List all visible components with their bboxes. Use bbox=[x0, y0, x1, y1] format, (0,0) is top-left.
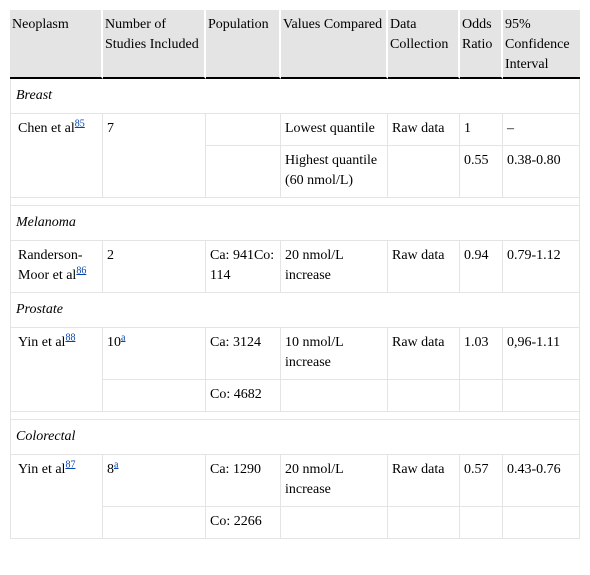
population-cell bbox=[206, 114, 281, 146]
studies-cell: 8a bbox=[103, 455, 206, 507]
section-row-prostate: Prostate bbox=[10, 293, 580, 328]
author-cell bbox=[10, 507, 103, 539]
author-name: Randerson-Moor et al bbox=[18, 248, 83, 283]
reference-link[interactable]: 86 bbox=[76, 265, 87, 277]
section-label: Colorectal bbox=[10, 420, 580, 455]
studies-cell bbox=[103, 380, 206, 412]
odds-ratio-cell: 0.94 bbox=[460, 241, 503, 293]
header-odds-ratio: Odds Ratio bbox=[460, 10, 503, 79]
values-cell: Highest quantile (60 nmol/L) bbox=[281, 146, 388, 198]
population-cell: Co: 4682 bbox=[206, 380, 281, 412]
table-row: Highest quantile (60 nmol/L) 0.55 0.38-0… bbox=[10, 146, 580, 198]
table-row: Chen et al85 7 Lowest quantile Raw data … bbox=[10, 114, 580, 146]
population-cell bbox=[206, 146, 281, 198]
data-collection-cell bbox=[388, 380, 460, 412]
data-collection-cell bbox=[388, 507, 460, 539]
data-collection-cell: Raw data bbox=[388, 114, 460, 146]
header-studies: Number of Studies Included bbox=[103, 10, 206, 79]
spacer-row bbox=[10, 412, 580, 420]
header-neoplasm: Neoplasm bbox=[10, 10, 103, 79]
reference-link[interactable]: 88 bbox=[65, 332, 76, 344]
table-row: Co: 2266 bbox=[10, 507, 580, 539]
data-collection-cell: Raw data bbox=[388, 241, 460, 293]
ci-cell: 0.79-1.12 bbox=[503, 241, 580, 293]
data-collection-cell bbox=[388, 146, 460, 198]
studies-value: 10 bbox=[107, 335, 121, 350]
ci-cell: – bbox=[503, 114, 580, 146]
ci-cell bbox=[503, 380, 580, 412]
odds-ratio-cell: 1.03 bbox=[460, 328, 503, 380]
author-name: Chen et al bbox=[18, 121, 75, 136]
spacer-cell bbox=[10, 412, 580, 420]
values-cell: Lowest quantile bbox=[281, 114, 388, 146]
section-row-breast: Breast bbox=[10, 79, 580, 114]
author-cell: Yin et al87 bbox=[10, 455, 103, 507]
values-cell: 20 nmol/L increase bbox=[281, 455, 388, 507]
author-cell: Chen et al85 bbox=[10, 114, 103, 146]
author-cell bbox=[10, 380, 103, 412]
ci-cell: 0,96-1.11 bbox=[503, 328, 580, 380]
studies-value: 8 bbox=[107, 462, 114, 477]
data-collection-cell: Raw data bbox=[388, 328, 460, 380]
data-table: Neoplasm Number of Studies Included Popu… bbox=[10, 10, 580, 539]
population-cell: Ca: 1290 bbox=[206, 455, 281, 507]
author-cell bbox=[10, 146, 103, 198]
odds-ratio-cell: 1 bbox=[460, 114, 503, 146]
table-row: Co: 4682 bbox=[10, 380, 580, 412]
footnote-link[interactable]: a bbox=[121, 332, 126, 344]
section-label: Breast bbox=[10, 79, 580, 114]
studies-cell: 10a bbox=[103, 328, 206, 380]
table-container: Neoplasm Number of Studies Included Popu… bbox=[10, 10, 580, 565]
data-collection-cell: Raw data bbox=[388, 455, 460, 507]
author-name: Yin et al bbox=[18, 335, 66, 350]
population-cell: Ca: 3124 bbox=[206, 328, 281, 380]
ci-cell: 0.43-0.76 bbox=[503, 455, 580, 507]
odds-ratio-cell: 0.57 bbox=[460, 455, 503, 507]
population-cell: Co: 2266 bbox=[206, 507, 281, 539]
spacer-row bbox=[10, 198, 580, 206]
header-values: Values Compared bbox=[281, 10, 388, 79]
header-row: Neoplasm Number of Studies Included Popu… bbox=[10, 10, 580, 79]
header-confidence-interval: 95% Confidence Interval bbox=[503, 10, 580, 79]
table-row: Yin et al88 10a Ca: 3124 10 nmol/L incre… bbox=[10, 328, 580, 380]
ci-cell bbox=[503, 507, 580, 539]
odds-ratio-cell bbox=[460, 507, 503, 539]
studies-cell: 2 bbox=[103, 241, 206, 293]
reference-link[interactable]: 85 bbox=[74, 118, 85, 130]
studies-cell bbox=[103, 507, 206, 539]
footnote-link[interactable]: a bbox=[114, 459, 119, 471]
header-population: Population bbox=[206, 10, 281, 79]
author-name: Yin et al bbox=[18, 462, 66, 477]
values-cell bbox=[281, 380, 388, 412]
ci-cell: 0.38-0.80 bbox=[503, 146, 580, 198]
studies-cell: 7 bbox=[103, 114, 206, 146]
population-cell: Ca: 941Co: 114 bbox=[206, 241, 281, 293]
odds-ratio-cell: 0.55 bbox=[460, 146, 503, 198]
header-data-collection: Data Collection bbox=[388, 10, 460, 79]
odds-ratio-cell bbox=[460, 380, 503, 412]
table-row: Randerson-Moor et al86 2 Ca: 941Co: 114 … bbox=[10, 241, 580, 293]
reference-link[interactable]: 87 bbox=[65, 459, 76, 471]
values-cell bbox=[281, 507, 388, 539]
section-label: Melanoma bbox=[10, 206, 580, 241]
values-cell: 20 nmol/L increase bbox=[281, 241, 388, 293]
section-row-melanoma: Melanoma bbox=[10, 206, 580, 241]
section-row-colorectal: Colorectal bbox=[10, 420, 580, 455]
studies-cell bbox=[103, 146, 206, 198]
author-cell: Yin et al88 bbox=[10, 328, 103, 380]
section-label: Prostate bbox=[10, 293, 580, 328]
spacer-cell bbox=[10, 198, 580, 206]
table-row: Yin et al87 8a Ca: 1290 20 nmol/L increa… bbox=[10, 455, 580, 507]
values-cell: 10 nmol/L increase bbox=[281, 328, 388, 380]
author-cell: Randerson-Moor et al86 bbox=[10, 241, 103, 293]
